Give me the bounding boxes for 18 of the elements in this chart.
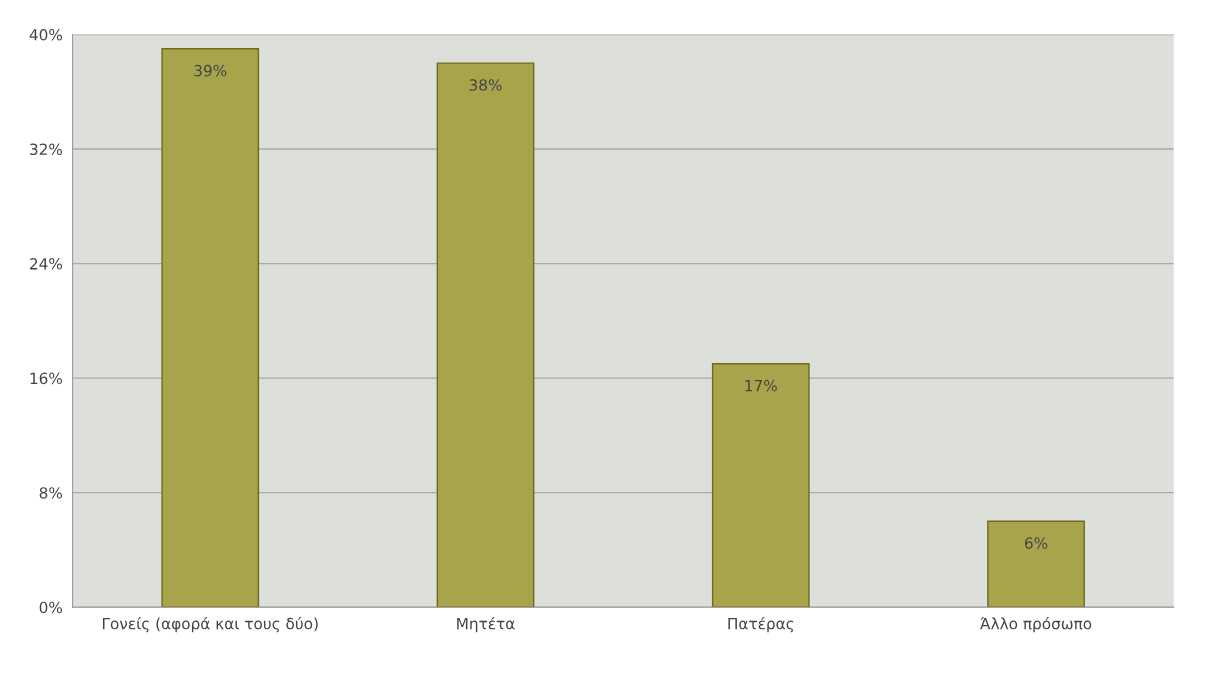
- y-tick-label: 0%: [39, 601, 63, 614]
- bar: [711, 363, 810, 608]
- y-tick-label: 24%: [30, 258, 63, 270]
- x-tick-label: Άλλο πρόσωπο: [980, 616, 1092, 633]
- y-tick-label: 8%: [39, 487, 63, 499]
- bar: [161, 48, 260, 608]
- data-label: 38%: [469, 79, 502, 91]
- data-label: 17%: [745, 379, 777, 392]
- x-tick-label: Γονείς (αφορά και τους δύο): [102, 616, 318, 633]
- bar: [987, 520, 1085, 608]
- data-label: 6%: [1025, 537, 1048, 549]
- bar: [436, 62, 535, 608]
- x-tick-label: Μητέτα: [457, 616, 515, 633]
- data-label: 39%: [194, 64, 227, 77]
- y-tick-label: 32%: [30, 143, 63, 156]
- x-tick-label: Πατέρας: [728, 616, 794, 633]
- y-tick-label: 16%: [30, 372, 63, 385]
- y-tick-label: 40%: [29, 28, 63, 41]
